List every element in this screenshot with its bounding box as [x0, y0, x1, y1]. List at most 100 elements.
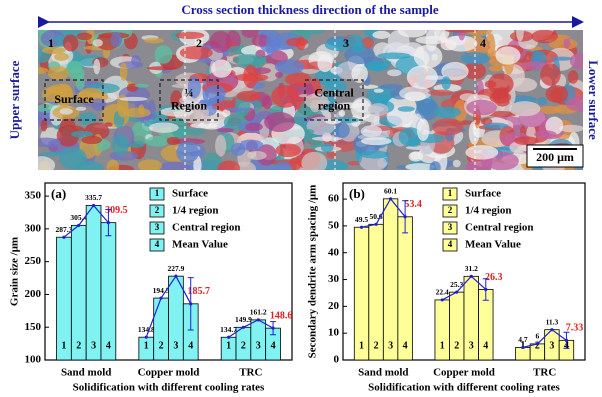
texture: [360, 125, 383, 138]
y-tick-label: 30: [328, 273, 340, 285]
texture: [148, 122, 179, 133]
value-label: 6: [536, 332, 540, 341]
texture: [274, 161, 292, 170]
texture: [245, 122, 263, 132]
bar-number: 2: [159, 340, 164, 351]
bar-number: 3: [91, 340, 96, 351]
texture: [406, 65, 438, 90]
texture: [243, 64, 259, 89]
texture: [171, 117, 189, 139]
texture: [325, 118, 341, 125]
texture: [106, 159, 120, 170]
texture: [368, 103, 389, 117]
texture: [253, 67, 271, 74]
bar-number: 4: [106, 340, 111, 351]
region-box: [44, 79, 104, 121]
texture: [215, 134, 227, 157]
texture: [520, 61, 550, 70]
texture: [146, 66, 178, 71]
texture: [545, 116, 564, 135]
legend-number: 4: [448, 239, 453, 249]
legend-number: 3: [155, 222, 160, 232]
connector: [175, 275, 192, 305]
texture: [396, 165, 408, 170]
texture: [241, 30, 259, 38]
texture: [404, 91, 426, 102]
connector: [361, 223, 377, 228]
texture: [549, 38, 578, 50]
texture: [331, 121, 350, 139]
connector: [78, 205, 95, 226]
region-box-label: ¼: [185, 85, 194, 99]
legend-swatch: [442, 187, 458, 201]
texture: [408, 138, 420, 147]
x-tick-label: Copper mold: [433, 367, 495, 379]
texture: [170, 90, 183, 109]
texture: [558, 124, 583, 133]
connector: [160, 275, 177, 299]
value-label: 7.33: [566, 323, 584, 334]
x-tick-label: Copper mold: [138, 367, 200, 379]
y-tick-label: 250: [25, 255, 42, 267]
texture: [47, 66, 70, 80]
texture: [432, 118, 464, 136]
texture: [134, 83, 149, 88]
panel-label: (b): [349, 186, 365, 201]
texture: [56, 124, 80, 147]
connector: [456, 275, 472, 293]
texture: [104, 122, 113, 127]
bar-number: 2: [76, 340, 81, 351]
value-label: 53.4: [404, 199, 422, 210]
y-tick-label: 100: [25, 354, 42, 366]
texture: [466, 161, 475, 170]
texture: [534, 130, 557, 139]
texture: [176, 142, 200, 163]
x-tick-label: TRC: [239, 367, 262, 379]
texture: [466, 99, 497, 116]
texture: [179, 102, 210, 124]
texture: [463, 62, 486, 80]
bar-number: 1: [359, 340, 364, 351]
connector: [522, 343, 538, 348]
texture: [79, 112, 97, 126]
texture: [351, 41, 366, 54]
texture: [513, 136, 539, 146]
texture: [93, 58, 101, 75]
texture: [230, 142, 246, 156]
value-label: 26.3: [485, 272, 503, 283]
title: Cross section thickness direction of the…: [181, 2, 439, 17]
texture: [172, 138, 206, 145]
texture: [92, 39, 103, 47]
texture: [359, 150, 390, 159]
bar-number: 2: [374, 340, 379, 351]
texture: [81, 135, 103, 145]
legend-number: 1: [448, 188, 453, 198]
texture: [531, 30, 558, 44]
region-number: 1: [48, 36, 54, 50]
bar-number: 4: [271, 340, 276, 351]
bar-number: 1: [226, 340, 231, 351]
value-label: 305.4: [70, 213, 87, 222]
texture: [296, 36, 306, 51]
region-number: 4: [480, 36, 486, 50]
left-label: Upper surface: [7, 60, 22, 139]
texture: [76, 32, 93, 41]
connector: [375, 198, 392, 225]
texture: [59, 108, 73, 115]
texture: [433, 106, 462, 118]
connector: [145, 297, 162, 338]
y-tick-label: 350: [25, 190, 42, 202]
bar-number: 2: [241, 340, 246, 351]
texture: [54, 52, 69, 61]
x-tick-label: TRC: [533, 367, 556, 379]
texture: [301, 151, 328, 170]
bar-number: 2: [535, 340, 540, 351]
y-tick-label: 0: [334, 354, 340, 366]
y-tick-label: 10: [328, 327, 340, 339]
legend-number: 4: [155, 239, 160, 249]
connector: [551, 329, 567, 341]
texture: [262, 95, 273, 110]
texture: [373, 88, 384, 93]
texture: [487, 73, 514, 95]
texture: [563, 36, 571, 49]
